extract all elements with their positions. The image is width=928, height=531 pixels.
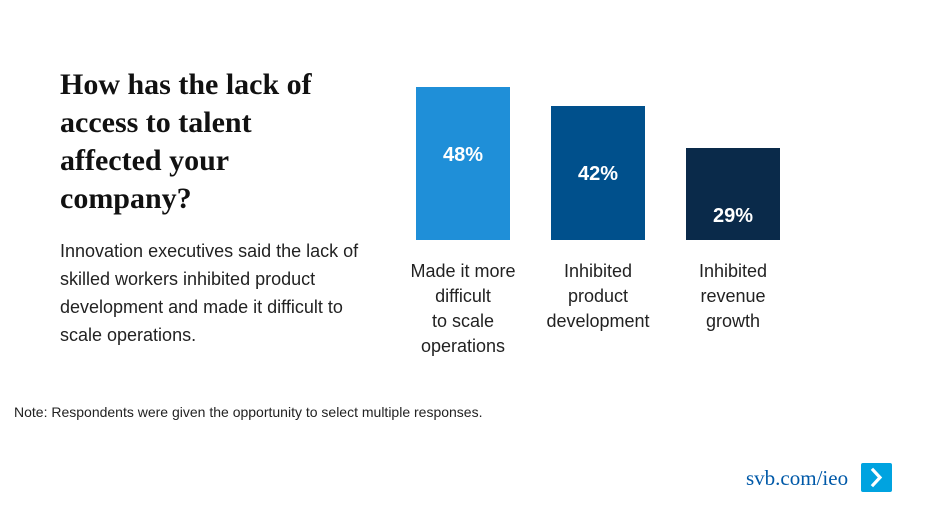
bar-value-label: 29% — [712, 205, 754, 227]
bar-2 — [551, 106, 645, 240]
chart-subtitle: Innovation executives said the lack of s… — [60, 241, 359, 345]
next-button[interactable] — [861, 463, 892, 492]
chart-title: How has the lack of access to talent aff… — [60, 68, 312, 215]
bar-chart: 48% Made it more difficult to scale operatio… — [390, 70, 810, 370]
category-label: Made it more difficult to scale operations — [410, 261, 516, 356]
bar-value-label: 48% — [442, 144, 484, 166]
category-label: Inhibited product development — [546, 261, 650, 331]
footer-link[interactable]: svb.com/ieo — [746, 466, 849, 490]
bar-1 — [416, 87, 510, 240]
bar-value-label: 42% — [577, 163, 619, 185]
bar-3 — [686, 148, 780, 240]
footnote: Note: Respondents were given the opportu… — [14, 404, 483, 420]
category-label: Inhibited revenue growth — [698, 261, 768, 331]
chevron-right-icon — [870, 467, 883, 488]
